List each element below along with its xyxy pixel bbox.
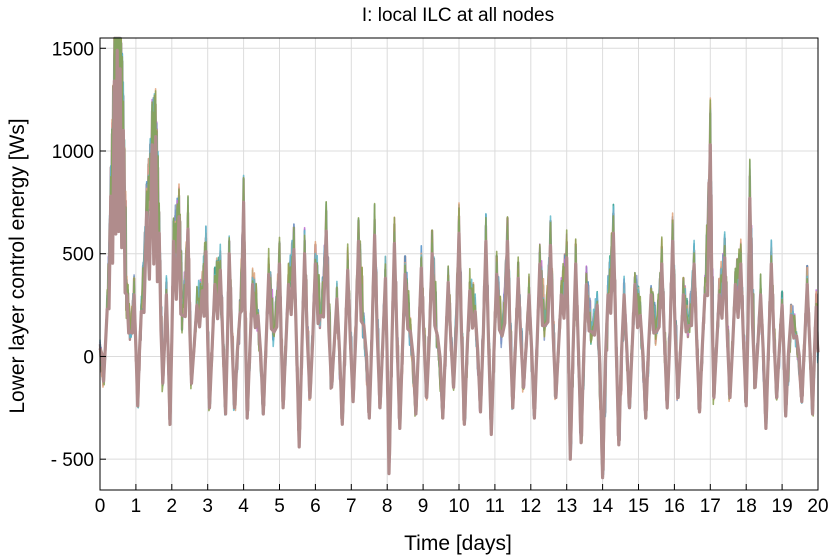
y-tick-label-500: 500 [62,245,94,266]
y-tick-label--500: - 500 [51,450,94,471]
x-tick-label-15: 15 [628,496,649,517]
axes [99,37,819,491]
x-axis-label: Time [days] [404,532,512,555]
x-tick-label-5: 5 [274,496,285,517]
x-tick-label-14: 14 [592,496,614,517]
x-tick-label-20: 20 [807,496,828,517]
x-tick-label-2: 2 [167,496,178,517]
x-tick-label-11: 11 [485,496,505,517]
x-tick-label-8: 8 [382,496,393,517]
y-tick-label-1000: 1000 [52,142,94,163]
x-tick-label-7: 7 [346,496,357,517]
x-tick-label-17: 17 [700,496,721,517]
x-tick-label-4: 4 [238,496,249,517]
y-axis-label: Lower layer control energy [Ws] [6,118,29,413]
series-group [98,36,820,480]
x-tick-label-6: 6 [310,496,321,517]
x-tick-labels: 0 1 2 3 4 5 6 7 8 9 10 11 12 13 14 15 16 17 18 19 20 [95,496,829,517]
x-tick-label-1: 1 [131,496,142,517]
x-tick-label-9: 9 [418,496,429,517]
x-tick-label-19: 19 [772,496,793,517]
chart-title: I: local ILC at all nodes [362,5,554,26]
x-tick-label-18: 18 [736,496,757,517]
x-tick-label-10: 10 [448,496,469,517]
y-tick-label-1500: 1500 [52,39,94,60]
x-tick-label-16: 16 [664,496,685,517]
x-tick-label-12: 12 [520,496,541,517]
x-tick-label-3: 3 [202,496,213,517]
x-tick-label-13: 13 [556,496,577,517]
y-tick-label-0: 0 [83,347,94,368]
series-line-dominant [98,48,820,480]
y-tick-labels: - 500 0 500 1000 1500 [51,39,94,471]
x-tick-label-0: 0 [95,496,106,517]
